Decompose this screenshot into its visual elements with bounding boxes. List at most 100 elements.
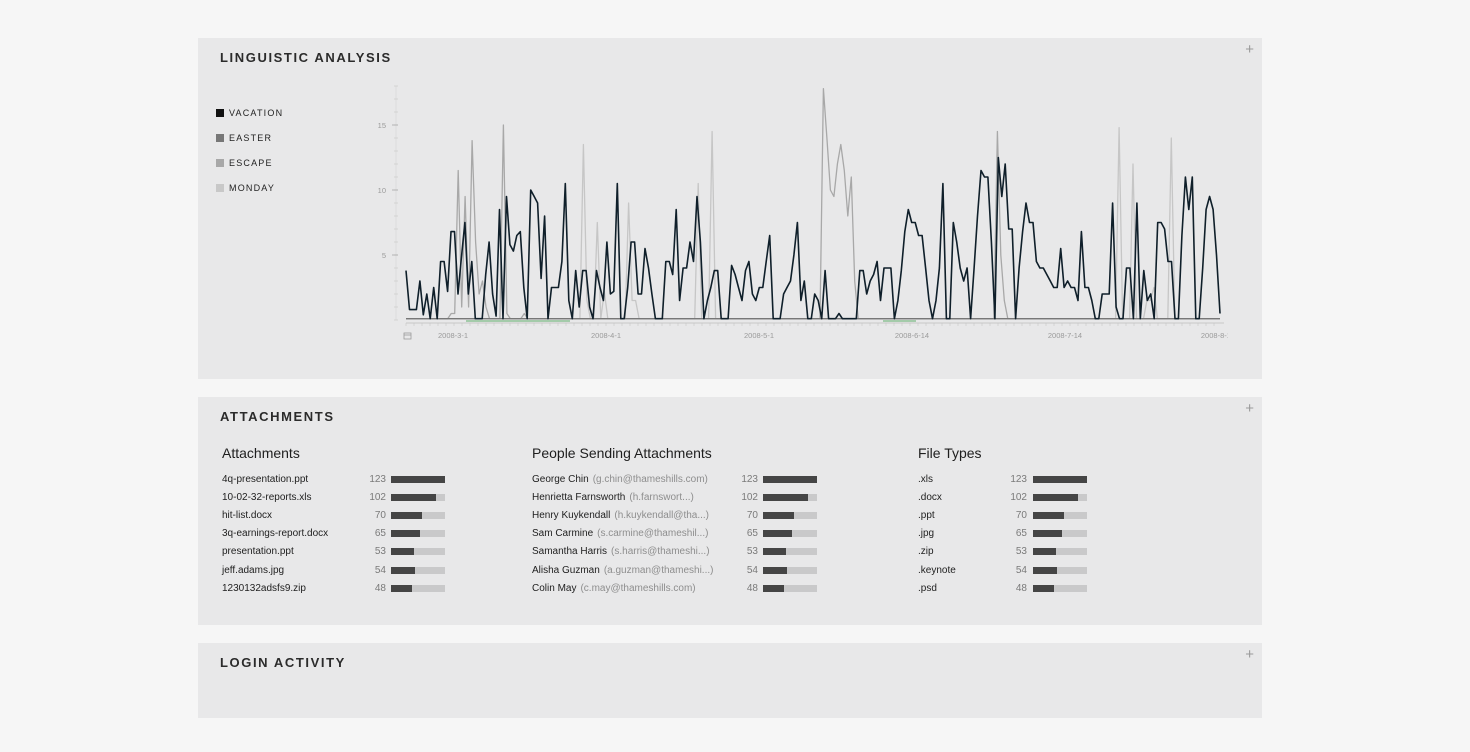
item-count: 123 bbox=[1010, 473, 1027, 485]
item-name[interactable]: Samantha Harris bbox=[532, 546, 608, 558]
count-bar bbox=[391, 548, 445, 556]
item-count: 65 bbox=[746, 528, 758, 540]
list-item[interactable]: 4q-presentation.ppt 123 bbox=[222, 470, 445, 488]
legend-label: EASTER bbox=[229, 132, 273, 143]
list-item[interactable]: 1230132adsfs9.zip 48 bbox=[222, 579, 445, 597]
list-item[interactable]: 10-02-32-reports.xls 102 bbox=[222, 488, 445, 506]
count-bar bbox=[763, 530, 817, 538]
count-bar bbox=[391, 511, 445, 519]
list-item[interactable]: Alisha Guzman (a.guzman@thameshi...) 54 bbox=[532, 561, 817, 579]
list-item[interactable]: 3q-earnings-report.docx 65 bbox=[222, 525, 445, 543]
item-name[interactable]: hit-list.docx bbox=[222, 509, 273, 521]
item-count: 54 bbox=[746, 564, 758, 576]
count-bar-fill bbox=[391, 530, 420, 538]
item-name[interactable]: 1230132adsfs9.zip bbox=[222, 582, 306, 594]
legend-label: ESCAPE bbox=[229, 157, 273, 168]
count-bar bbox=[1033, 511, 1087, 519]
list-item[interactable]: Henry Kuykendall (h.kuykendall@tha...) 70 bbox=[532, 506, 817, 524]
list-item[interactable]: .psd 48 bbox=[918, 579, 1087, 597]
item-name[interactable]: 3q-earnings-report.docx bbox=[222, 528, 329, 540]
legend-item-monday[interactable]: MONDAY bbox=[216, 175, 283, 200]
linguistic-line-chart[interactable]: 15 10 5 2008-3-1 2008-4-1 2008-5-1 2008-6-14 20… bbox=[368, 78, 1228, 348]
expand-linguistic-icon[interactable]: + bbox=[1245, 41, 1254, 58]
item-count: 53 bbox=[1015, 546, 1027, 558]
expand-login-icon[interactable]: + bbox=[1245, 646, 1254, 663]
item-count: 70 bbox=[1015, 509, 1027, 521]
item-name[interactable]: jeff.adams.jpg bbox=[222, 564, 285, 576]
list-item[interactable]: .zip 53 bbox=[918, 543, 1087, 561]
list-item[interactable]: Henrietta Farnsworth (h.farnswort...) 102 bbox=[532, 488, 817, 506]
item-name-wrap: Henry Kuykendall (h.kuykendall@tha...) bbox=[532, 510, 738, 521]
count-bar-fill bbox=[1033, 493, 1078, 501]
item-name[interactable]: 4q-presentation.ppt bbox=[222, 473, 309, 485]
item-name-wrap: .jpg bbox=[918, 528, 1008, 539]
item-name[interactable]: .ppt bbox=[918, 509, 935, 521]
item-name[interactable]: Alisha Guzman bbox=[532, 564, 600, 576]
item-count: 48 bbox=[746, 582, 758, 594]
item-count: 53 bbox=[374, 546, 386, 558]
item-name-wrap: .zip bbox=[918, 546, 1008, 557]
count-bar bbox=[391, 530, 445, 538]
item-name-wrap: .ppt bbox=[918, 510, 1008, 521]
item-name[interactable]: Henry Kuykendall bbox=[532, 509, 611, 521]
list-item[interactable]: .jpg 65 bbox=[918, 525, 1087, 543]
attachments-list: 4q-presentation.ppt 123 10-02-32-reports.x… bbox=[222, 470, 445, 597]
file-types-column: File Types .xls 123 .docx 102 .ppt 70 .jpg 65 .z… bbox=[918, 445, 1087, 597]
item-name-wrap: Sam Carmine (s.carmine@thameshil...) bbox=[532, 528, 738, 539]
item-name[interactable]: George Chin bbox=[532, 473, 589, 485]
item-email: (h.farnswort...) bbox=[629, 491, 694, 503]
y-tick-label: 15 bbox=[378, 121, 386, 130]
item-name[interactable]: Sam Carmine bbox=[532, 528, 594, 540]
item-email: (s.carmine@thameshil...) bbox=[597, 528, 709, 540]
list-item[interactable]: George Chin (g.chin@thameshills.com) 123 bbox=[532, 470, 817, 488]
column-title: File Types bbox=[918, 445, 982, 461]
legend-item-escape[interactable]: ESCAPE bbox=[216, 150, 283, 175]
y-tick-label: 5 bbox=[382, 251, 386, 260]
column-title: People Sending Attachments bbox=[532, 445, 712, 461]
attachments-panel: ATTACHMENTS + Attachments 4q-presentatio… bbox=[198, 397, 1262, 625]
list-item[interactable]: .keynote 54 bbox=[918, 561, 1087, 579]
count-bar bbox=[763, 511, 817, 519]
list-item[interactable]: Colin May (c.may@thameshills.com) 48 bbox=[532, 579, 817, 597]
item-name[interactable]: .keynote bbox=[918, 564, 956, 576]
item-email: (h.kuykendall@tha...) bbox=[614, 509, 710, 521]
item-email: (s.harris@thameshi...) bbox=[611, 546, 710, 558]
list-item[interactable]: .ppt 70 bbox=[918, 506, 1087, 524]
x-tick-label: 2008-7-14 bbox=[1048, 331, 1082, 340]
item-name-wrap: jeff.adams.jpg bbox=[222, 565, 366, 576]
list-item[interactable]: .docx 102 bbox=[918, 488, 1087, 506]
expand-attachments-icon[interactable]: + bbox=[1245, 400, 1254, 417]
legend-item-vacation[interactable]: VACATION bbox=[216, 100, 283, 125]
count-bar-fill bbox=[391, 475, 445, 483]
item-name[interactable]: .psd bbox=[918, 582, 937, 594]
item-name[interactable]: .docx bbox=[918, 491, 942, 503]
people-sending-column: People Sending Attachments George Chin (g… bbox=[532, 445, 817, 597]
item-name[interactable]: Henrietta Farnsworth bbox=[532, 491, 626, 503]
item-name[interactable]: presentation.ppt bbox=[222, 546, 294, 558]
list-item[interactable]: presentation.ppt 53 bbox=[222, 543, 445, 561]
count-bar bbox=[763, 548, 817, 556]
list-item[interactable]: .xls 123 bbox=[918, 470, 1087, 488]
list-item[interactable]: Samantha Harris (s.harris@thameshi...) 53 bbox=[532, 543, 817, 561]
item-count: 65 bbox=[1015, 528, 1027, 540]
list-item[interactable]: jeff.adams.jpg 54 bbox=[222, 561, 445, 579]
item-count: 70 bbox=[746, 509, 758, 521]
item-name-wrap: .keynote bbox=[918, 565, 1008, 576]
item-count: 65 bbox=[374, 528, 386, 540]
count-bar bbox=[763, 493, 817, 501]
count-bar-fill bbox=[763, 475, 817, 483]
file-types-list: .xls 123 .docx 102 .ppt 70 .jpg 65 .zip 53 .keynot… bbox=[918, 470, 1087, 597]
item-name[interactable]: .xls bbox=[918, 473, 933, 485]
x-tick-label: 2008-6-14 bbox=[895, 331, 929, 340]
count-bar bbox=[1033, 584, 1087, 592]
item-name[interactable]: .zip bbox=[918, 546, 934, 558]
list-item[interactable]: Sam Carmine (s.carmine@thameshil...) 65 bbox=[532, 525, 817, 543]
calendar-icon bbox=[403, 332, 412, 340]
list-item[interactable]: hit-list.docx 70 bbox=[222, 506, 445, 524]
count-bar-fill bbox=[1033, 548, 1057, 556]
legend-item-easter[interactable]: EASTER bbox=[216, 125, 283, 150]
attachments-title: ATTACHMENTS bbox=[220, 409, 335, 424]
item-name[interactable]: .jpg bbox=[918, 528, 935, 540]
item-name[interactable]: Colin May bbox=[532, 582, 577, 594]
item-name[interactable]: 10-02-32-reports.xls bbox=[222, 491, 312, 503]
